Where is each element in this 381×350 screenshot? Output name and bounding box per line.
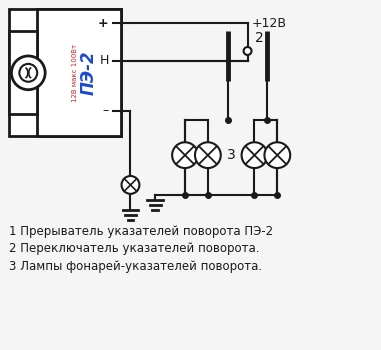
Text: 2: 2 <box>256 31 264 45</box>
Text: +: + <box>98 17 109 30</box>
Text: Н: Н <box>99 54 109 68</box>
Text: 1 Прерыватель указателей поворота ПЭ-2: 1 Прерыватель указателей поворота ПЭ-2 <box>10 225 274 238</box>
Text: +12В: +12В <box>251 17 287 30</box>
Circle shape <box>242 142 267 168</box>
Bar <box>10 31 37 114</box>
Text: ПЭ-2: ПЭ-2 <box>80 50 98 95</box>
Circle shape <box>122 176 139 194</box>
Circle shape <box>172 142 198 168</box>
Text: 12В макс 100Вт: 12В макс 100Вт <box>72 44 78 102</box>
Circle shape <box>243 47 251 55</box>
Bar <box>37 9 120 136</box>
Text: 2 Переключатель указателей поворота.: 2 Переключатель указателей поворота. <box>10 243 260 256</box>
Circle shape <box>195 142 221 168</box>
Text: –: – <box>102 104 109 117</box>
Text: 3: 3 <box>227 148 235 162</box>
Circle shape <box>19 64 37 82</box>
Text: 3 Лампы фонарей-указателей поворота.: 3 Лампы фонарей-указателей поворота. <box>10 260 263 273</box>
Bar <box>10 9 120 136</box>
Circle shape <box>264 142 290 168</box>
Circle shape <box>11 56 45 90</box>
